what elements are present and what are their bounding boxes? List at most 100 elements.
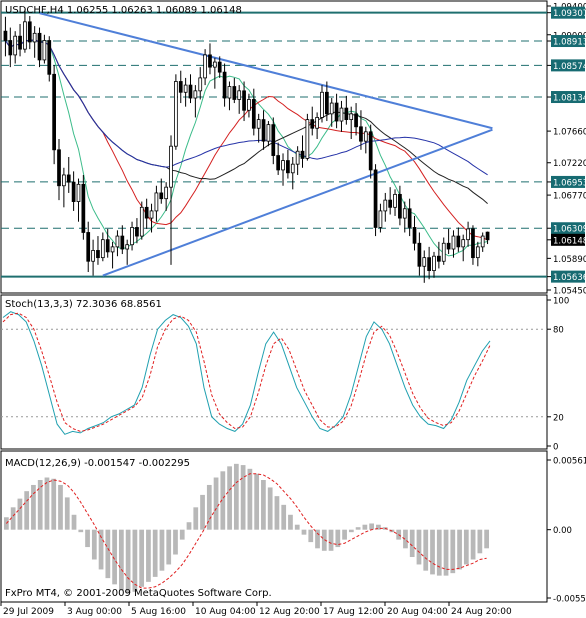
stoch-tick-label: 100: [553, 297, 569, 307]
candle-body: [324, 91, 329, 115]
price-tick-label: 1.09307: [553, 9, 586, 19]
candle: [339, 100, 344, 132]
main-panel-header: USDCHF,H4 1.06255 1.06263 1.06089 1.0614…: [5, 5, 242, 16]
candle: [105, 228, 110, 258]
stoch-main-line: [2, 311, 491, 435]
candle-body: [451, 235, 456, 250]
macd-tick-label: 0.00561: [553, 457, 586, 467]
candle-body: [485, 231, 490, 241]
candle-body: [427, 257, 431, 271]
macd-bar: [85, 529, 90, 548]
candle: [485, 231, 490, 245]
candle: [271, 117, 276, 165]
candle-body: [417, 242, 422, 267]
ma-long-line: [4, 39, 488, 176]
candle-body: [149, 210, 154, 219]
candle-body: [139, 206, 144, 237]
macd-bar: [281, 504, 287, 530]
macd-bar: [416, 529, 422, 565]
macd-bar: [179, 529, 185, 540]
candle-body: [23, 21, 27, 50]
macd-bar: [206, 484, 212, 530]
ma-mid-line: [4, 39, 488, 241]
level-price-badge: [551, 175, 585, 188]
copyright-footer: FxPro MT4, © 2001-2009 MetaQuotes Softwa…: [5, 588, 272, 599]
candle: [471, 225, 475, 265]
candle: [456, 227, 461, 252]
candle: [174, 74, 178, 150]
candle-body: [276, 155, 281, 171]
candle-body: [475, 246, 480, 259]
candle-body: [344, 107, 349, 120]
macd-bar: [98, 529, 104, 570]
candle-body: [37, 32, 42, 61]
candle: [373, 164, 378, 237]
macd-tick-label: 0.00: [553, 526, 572, 536]
price-axis: 1.094001.093071.090001.089131.085741.081…: [547, 3, 586, 297]
candle: [388, 187, 393, 215]
candle-body: [125, 244, 130, 250]
macd-bar: [362, 524, 368, 530]
candle: [110, 241, 115, 269]
macd-bar: [139, 529, 145, 587]
candle-body: [300, 150, 305, 159]
macd-bar: [91, 529, 97, 560]
level-price-badge: [551, 59, 585, 72]
macd-bar: [200, 494, 205, 530]
candle-body: [18, 35, 22, 50]
candle: [256, 113, 261, 143]
candle: [266, 121, 271, 147]
candle: [432, 251, 436, 278]
candle: [164, 182, 169, 211]
level-price-badge: [551, 6, 585, 19]
candle-body: [208, 54, 212, 68]
macd-bar: [477, 529, 483, 554]
candle: [437, 241, 441, 269]
candle-body: [461, 239, 466, 248]
price-tick-label: 1.05890: [553, 255, 586, 265]
candle-body: [27, 21, 32, 43]
level-price-badge: [551, 35, 585, 48]
stoch-panel-header: Stoch(13,3,3) 72.3036 68.8561: [5, 299, 162, 310]
macd-panel-header: MACD(12,26,9) -0.001547 -0.002295: [5, 458, 190, 469]
level-price-badge: [551, 91, 585, 104]
candle: [96, 236, 100, 265]
candle-body: [281, 160, 285, 171]
candle-body: [407, 208, 412, 228]
candle: [359, 110, 363, 150]
candle: [480, 232, 485, 252]
stoch-levels: [1, 328, 547, 418]
candle-body: [446, 242, 451, 250]
candle: [383, 192, 388, 222]
macd-bar: [403, 529, 408, 549]
macd-bar: [267, 487, 273, 530]
candle: [47, 36, 52, 82]
candle: [212, 57, 217, 89]
macd-bar: [443, 529, 449, 576]
candle: [144, 198, 149, 229]
candle: [57, 139, 61, 201]
candle-body: [359, 126, 363, 142]
candle-body: [81, 183, 86, 233]
candle: [407, 198, 412, 237]
candle: [62, 167, 66, 208]
candle: [466, 221, 470, 247]
candle-body: [52, 73, 56, 151]
candle-body: [261, 119, 266, 142]
candle-body: [393, 193, 397, 208]
candle: [125, 239, 130, 265]
trendline: [102, 128, 493, 277]
candle-body: [339, 107, 344, 122]
macd-bar: [484, 529, 489, 549]
candle: [320, 85, 324, 123]
candle: [422, 250, 427, 283]
candle: [232, 77, 237, 104]
candle-body: [286, 160, 290, 174]
macd-bar: [328, 529, 334, 551]
stoch-panel-frame: [0, 294, 548, 450]
macd-bar: [37, 479, 43, 530]
main-panel-frame: [0, 0, 548, 294]
macd-bar: [186, 522, 192, 530]
candle-body: [120, 235, 125, 250]
candle: [208, 43, 212, 75]
